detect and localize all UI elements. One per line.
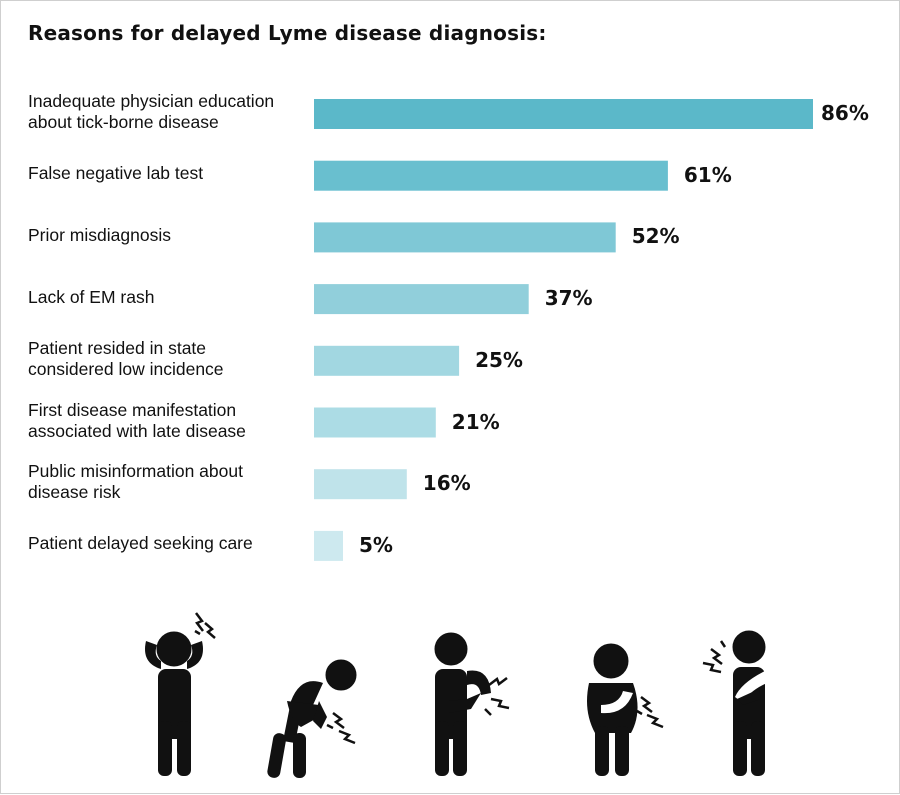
category-label-3: Prior misdiagnosis xyxy=(28,224,171,245)
chest-pain-figure-icon xyxy=(702,630,767,776)
value-label-6: 21% xyxy=(451,409,500,434)
bar-chart xyxy=(314,99,813,561)
value-label-7: 16% xyxy=(422,471,471,496)
value-label-4: 37% xyxy=(544,286,593,311)
chart-title: Reasons for delayed Lyme disease diagnos… xyxy=(28,21,547,45)
category-label-5: Patient resided in state considered low … xyxy=(28,337,224,379)
stomach-pain-figure-icon xyxy=(587,643,664,776)
back-pain-figure-icon xyxy=(267,659,357,778)
category-label-7: Public misinformation about disease risk xyxy=(28,461,243,503)
bar-8 xyxy=(314,530,343,561)
symptom-illustrations xyxy=(145,612,767,778)
category-label-2: False negative lab test xyxy=(28,163,204,184)
bar-5 xyxy=(314,345,460,376)
value-label-2: 61% xyxy=(683,162,732,187)
category-label-4: Lack of EM rash xyxy=(28,286,155,307)
category-label-8: Patient delayed seeking care xyxy=(28,533,253,554)
value-label-3: 52% xyxy=(631,224,680,249)
value-label-1: 86% xyxy=(821,101,869,125)
bar-7 xyxy=(314,469,407,500)
value-label-8: 5% xyxy=(359,532,393,557)
value-label-5: 25% xyxy=(475,347,523,372)
bar-1 xyxy=(314,99,813,129)
bar-6 xyxy=(314,407,436,438)
bar-4 xyxy=(314,284,529,315)
category-label-6: First disease manifestation associated w… xyxy=(28,399,246,441)
bar-2 xyxy=(314,160,668,191)
shoulder-pain-figure-icon xyxy=(434,632,510,776)
bar-3 xyxy=(314,222,616,253)
category-label-1: Inadequate physician education about tic… xyxy=(28,91,275,132)
headache-figure-icon xyxy=(145,612,216,776)
